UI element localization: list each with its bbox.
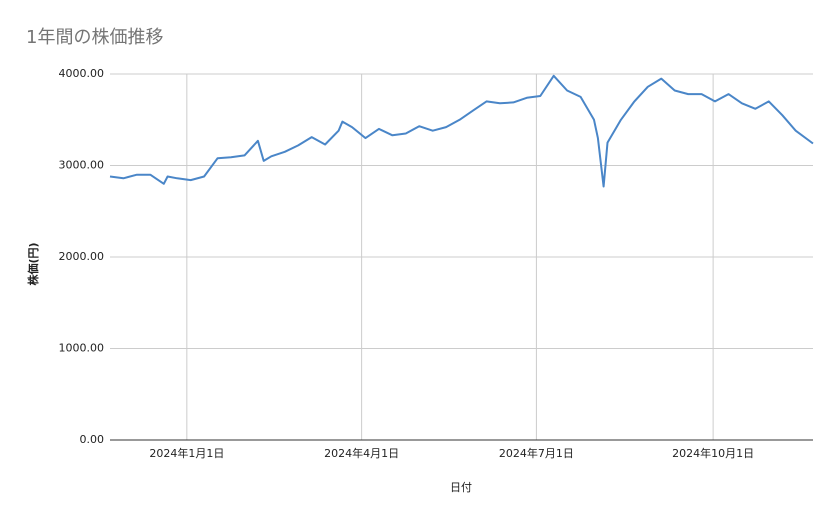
chart-title: 1年間の株価推移	[26, 27, 163, 48]
x-axis-label: 日付	[450, 481, 472, 494]
y-tick-label: 4000.00	[59, 67, 105, 80]
y-tick-label: 3000.00	[59, 159, 105, 172]
y-tick-label: 2000.00	[59, 250, 105, 263]
y-tick-label: 1000.00	[59, 342, 105, 355]
y-axis-label: 株価(円)	[26, 242, 40, 285]
x-tick-label: 2024年10月1日	[672, 446, 754, 460]
y-tick-label: 0.00	[80, 433, 105, 446]
data-line	[109, 74, 814, 188]
x-tick-label: 2024年1月1日	[149, 446, 224, 460]
x-tick-label: 2024年7月1日	[499, 446, 574, 460]
x-tick-label: 2024年4月1日	[324, 446, 399, 460]
